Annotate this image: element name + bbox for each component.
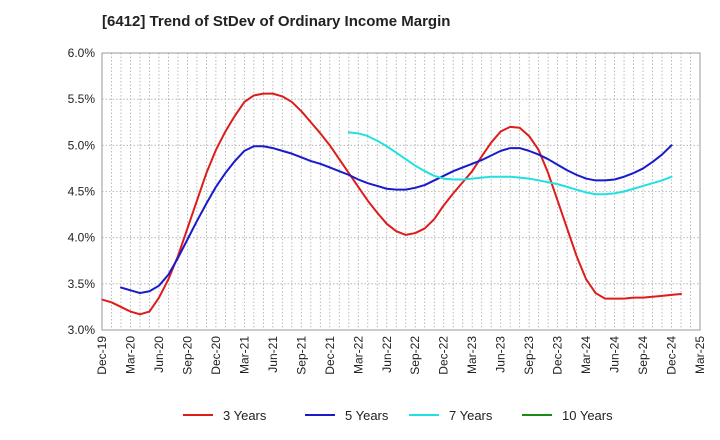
y-tick-label: 5.5% — [68, 92, 96, 106]
x-tick-label: Sep-21 — [294, 336, 308, 375]
legend-label: 7 Years — [449, 408, 493, 423]
series-line-5-years — [119, 144, 673, 295]
x-tick-label: Jun-24 — [608, 336, 622, 373]
x-tick-label: Dec-23 — [551, 336, 565, 375]
series-line-7-years — [347, 131, 673, 196]
y-tick-label: 5.0% — [68, 138, 96, 152]
x-tick-label: Mar-22 — [351, 336, 365, 374]
grid-lines — [102, 53, 700, 330]
plot-frame — [101, 52, 701, 331]
chart-title: [6412] Trend of StDev of Ordinary Income… — [102, 13, 450, 30]
x-axis-ticks: Dec-19 Mar-20 Jun-20 Sep-20 Dec-20 Mar-21 Jun-… — [95, 336, 707, 375]
x-tick-label: Mar-23 — [465, 336, 479, 374]
x-tick-label: Mar-24 — [579, 336, 593, 374]
y-tick-label: 6.0% — [68, 46, 96, 60]
x-tick-label: Dec-24 — [665, 336, 679, 375]
x-tick-label: Mar-20 — [123, 336, 137, 374]
x-tick-label: Jun-23 — [494, 336, 508, 373]
series-lines — [101, 92, 683, 316]
x-tick-label: Dec-19 — [95, 336, 109, 375]
legend-label: 5 Years — [345, 408, 389, 423]
legend-label: 3 Years — [223, 408, 267, 423]
y-tick-label: 4.5% — [68, 185, 96, 199]
x-tick-label: Mar-25 — [693, 336, 707, 374]
x-tick-label: Sep-23 — [522, 336, 536, 375]
x-tick-label: Jun-22 — [380, 336, 394, 373]
x-tick-label: Dec-22 — [437, 336, 451, 375]
legend: 3 Years 5 Years 7 Years 10 Years — [183, 408, 613, 423]
x-tick-label: Sep-22 — [408, 336, 422, 375]
y-axis-ticks: 3.0% 3.5% 4.0% 4.5% 5.0% 5.5% 6.0% — [68, 46, 96, 337]
x-tick-label: Jun-21 — [266, 336, 280, 373]
x-tick-label: Mar-21 — [237, 336, 251, 374]
x-tick-label: Dec-21 — [323, 336, 337, 375]
plot-area — [101, 52, 701, 331]
legend-label: 10 Years — [562, 408, 613, 423]
y-tick-label: 3.5% — [68, 277, 96, 291]
y-tick-label: 4.0% — [68, 231, 96, 245]
y-tick-label: 3.0% — [68, 323, 96, 337]
series-line-3-years — [101, 92, 683, 316]
x-tick-label: Jun-20 — [152, 336, 166, 373]
x-tick-label: Sep-20 — [180, 336, 194, 375]
x-tick-label: Sep-24 — [636, 336, 650, 375]
x-tick-label: Dec-20 — [209, 336, 223, 375]
